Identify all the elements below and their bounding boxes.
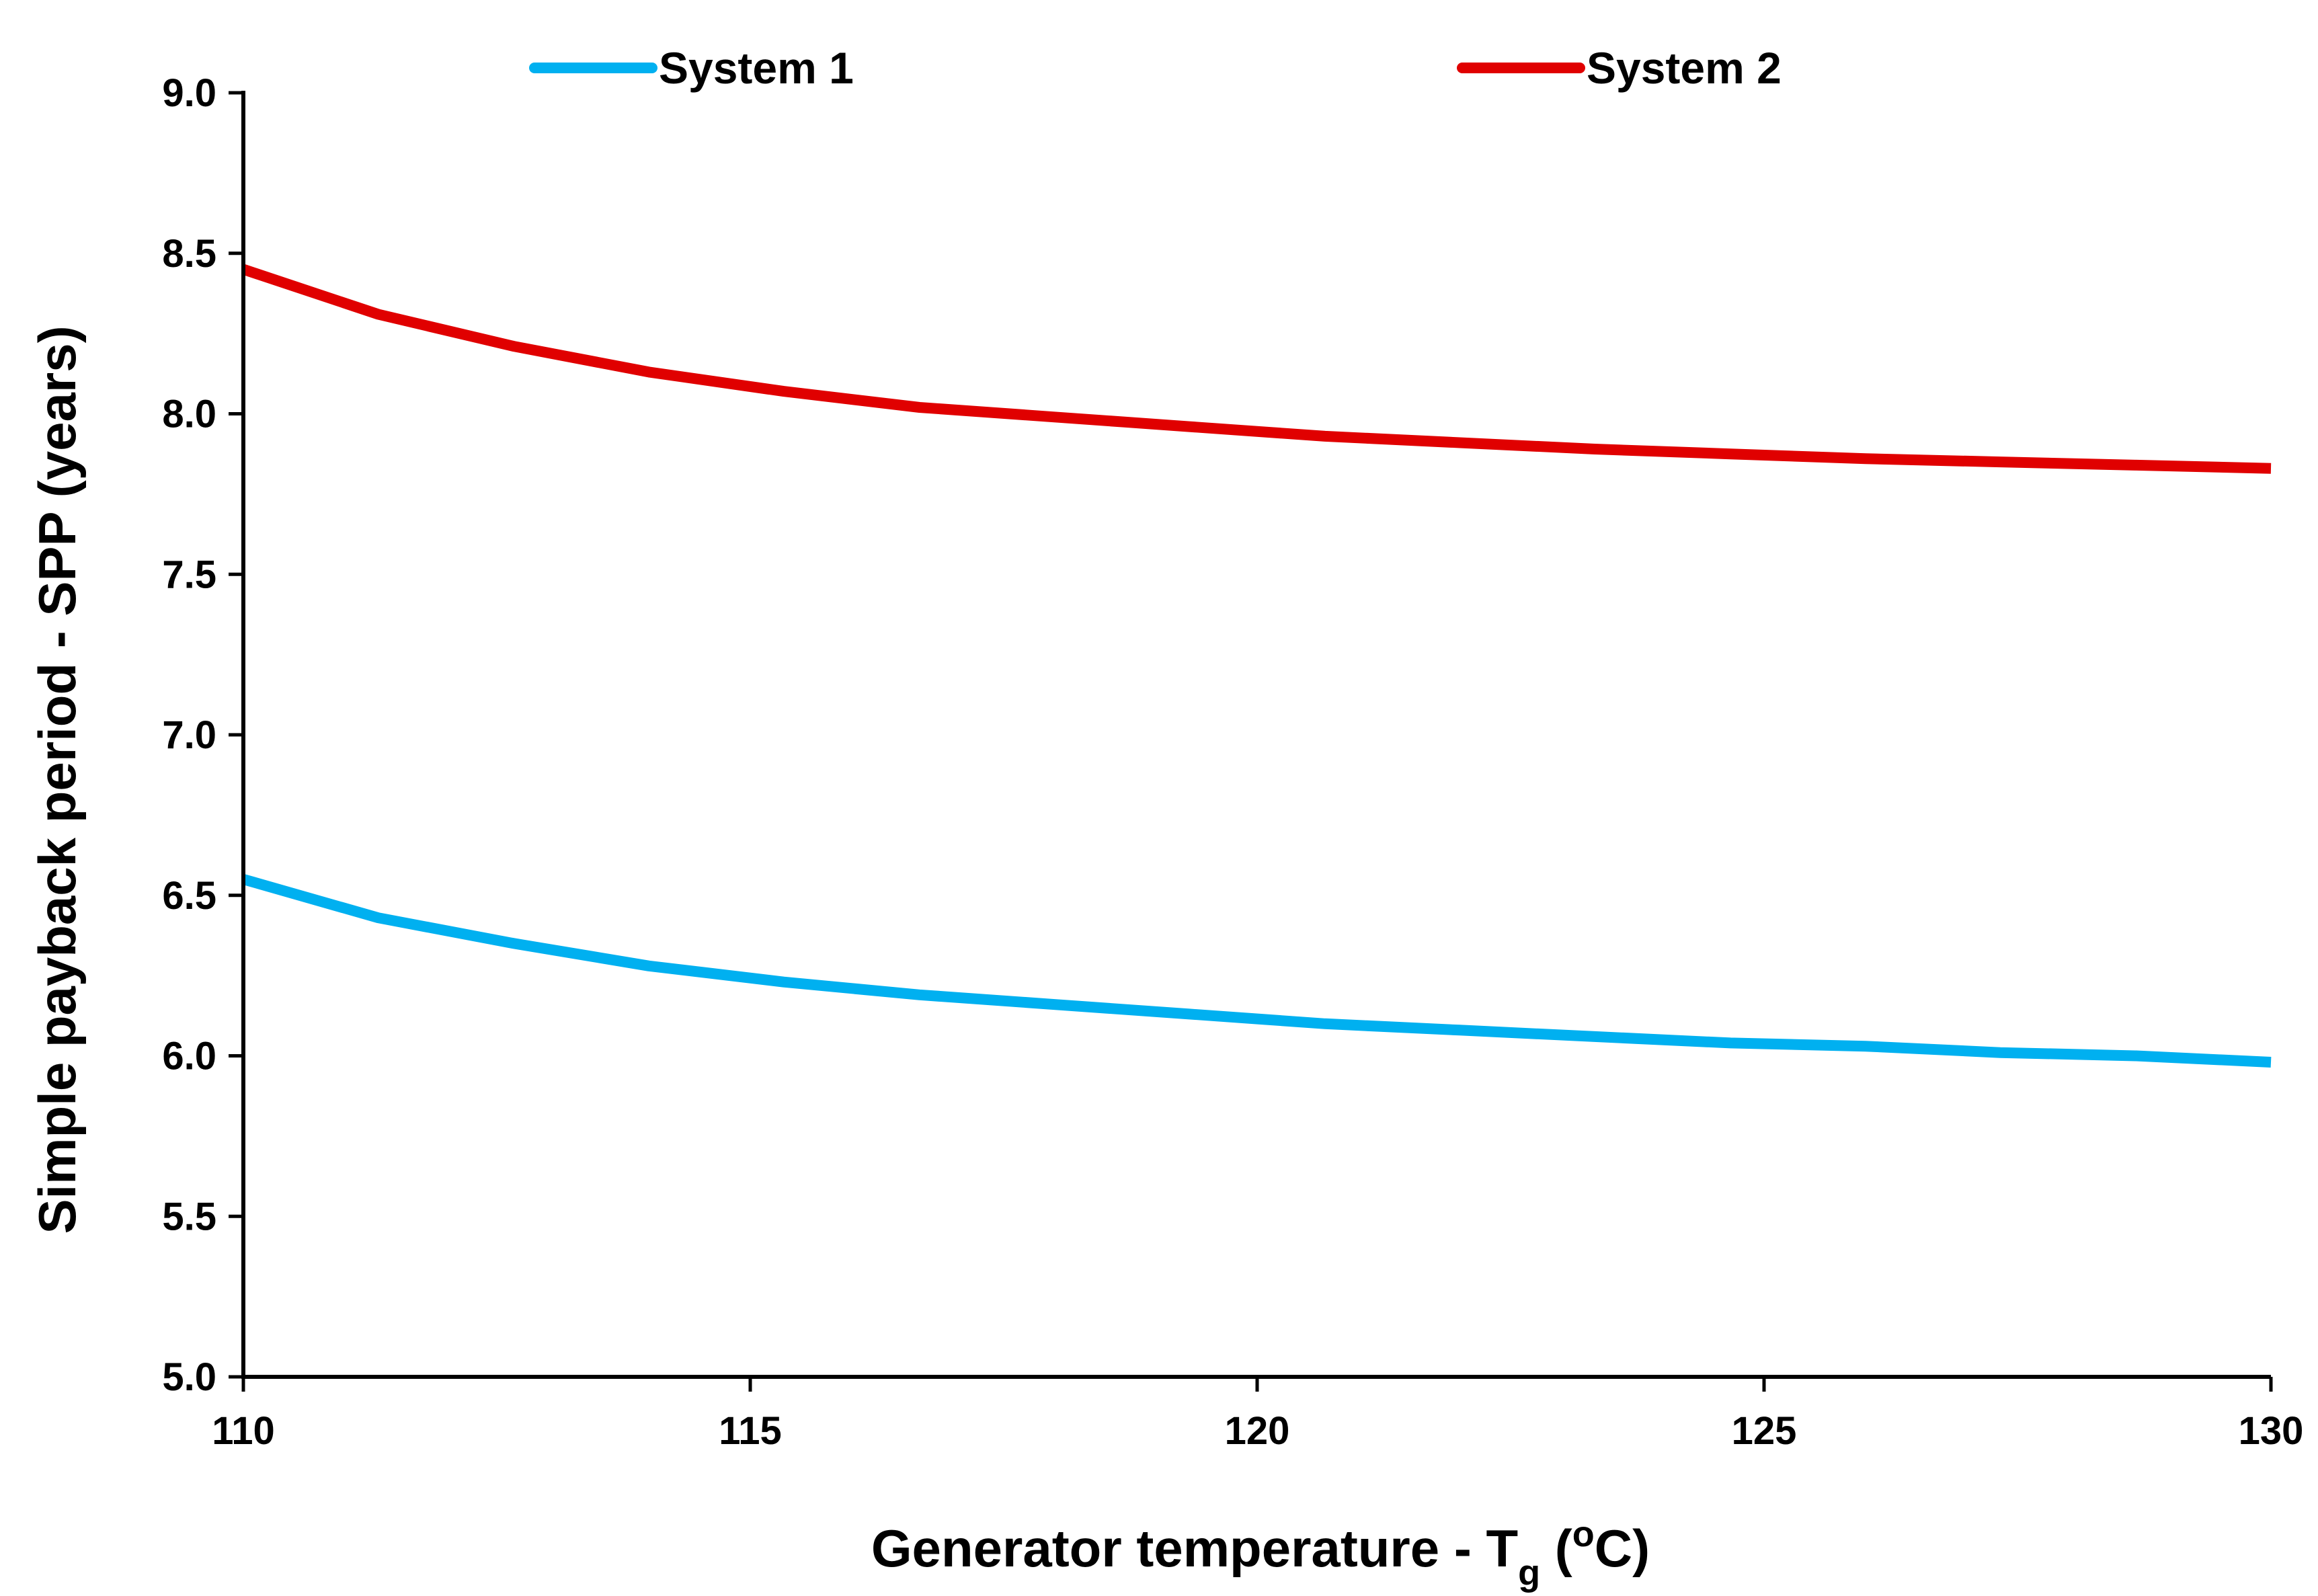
y-tick-label: 7.0 bbox=[162, 713, 216, 757]
y-tick-label: 8.0 bbox=[162, 393, 216, 436]
x-axis-title-superscript: o bbox=[1572, 1514, 1595, 1554]
series-layer bbox=[241, 264, 2272, 1068]
x-tick-label: 120 bbox=[1225, 1409, 1290, 1453]
y-tick-label: 8.5 bbox=[162, 232, 216, 276]
series-line-system-2 bbox=[241, 264, 2272, 474]
x-axis-title-subscript: g bbox=[1518, 1553, 1540, 1593]
x-tick-label: 110 bbox=[212, 1409, 275, 1453]
y-tick-label: 6.5 bbox=[162, 874, 216, 918]
x-axis-title-close: C) bbox=[1595, 1519, 1650, 1578]
tick-labels: 5.0 5.5 6.0 6.5 7.0 7.5 8.0 8.5 9.0 110 115 120 125 1… bbox=[162, 71, 2303, 1453]
y-tick-label: 5.5 bbox=[162, 1195, 216, 1238]
y-tick-label: 7.5 bbox=[162, 553, 216, 596]
x-axis-title: Generator temperature - Tg (oC) bbox=[871, 1514, 1650, 1593]
x-tick-label: 130 bbox=[2239, 1409, 2304, 1453]
legend: System 1 System 2 bbox=[529, 43, 1782, 93]
series-line-system-1 bbox=[241, 874, 2272, 1068]
y-tick-label: 6.0 bbox=[162, 1035, 216, 1078]
x-tick-label: 125 bbox=[1732, 1409, 1797, 1453]
legend-label-system-1: System 1 bbox=[659, 43, 854, 93]
y-tick-label: 9.0 bbox=[162, 71, 216, 115]
x-axis-title-open: ( bbox=[1540, 1519, 1572, 1578]
x-axis-title-main: Generator temperature - T bbox=[871, 1519, 1518, 1578]
legend-label-system-2: System 2 bbox=[1587, 43, 1782, 93]
y-axis-title: Simple payback period - SPP (years) bbox=[28, 325, 87, 1234]
y-tick-label: 5.0 bbox=[162, 1355, 216, 1399]
axis-ticks bbox=[229, 91, 2273, 1392]
x-tick-label: 115 bbox=[719, 1409, 782, 1453]
